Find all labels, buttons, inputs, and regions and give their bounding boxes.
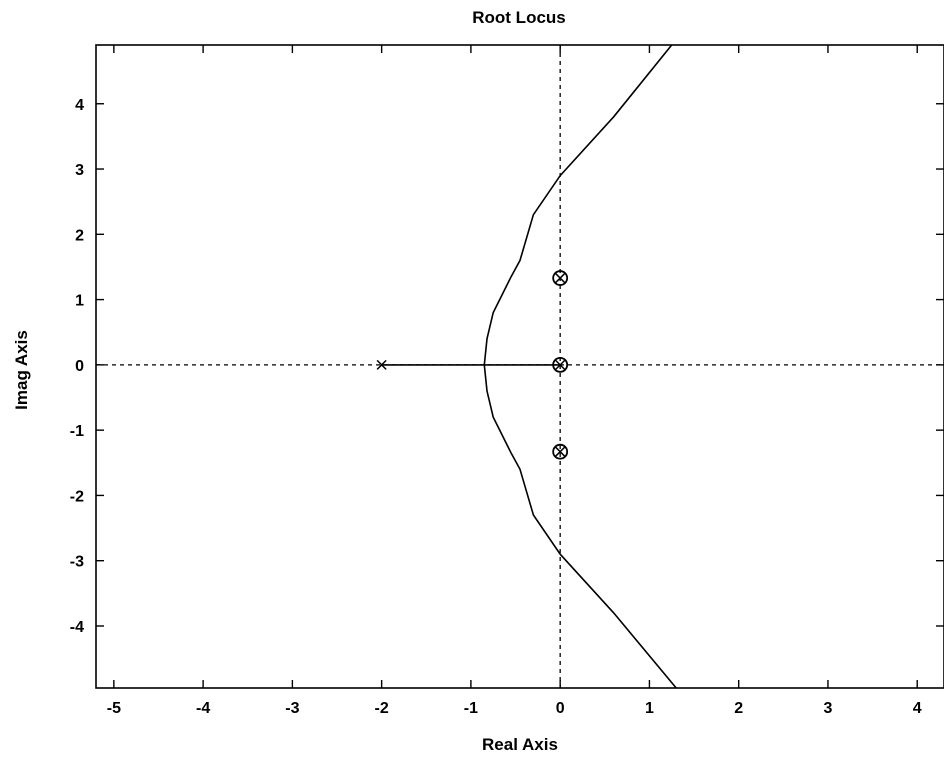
y-tick-label: -4 [70, 619, 84, 636]
zero-marker-0 [552, 356, 569, 373]
pole-marker-0 [376, 359, 387, 370]
x-tick-label: 2 [734, 700, 743, 717]
y-tick-label: 0 [75, 358, 84, 375]
x-tick-label: -5 [107, 700, 121, 717]
y-tick-label: -1 [70, 423, 84, 440]
x-tick-label: -1 [464, 700, 478, 717]
pole-marker-2 [555, 273, 566, 284]
x-tick-label: -4 [196, 700, 210, 717]
chart-title: Root Locus [472, 8, 566, 27]
y-tick-label: 2 [75, 227, 84, 244]
y-tick-label: 4 [75, 97, 84, 114]
pole-zero-markers [376, 270, 569, 460]
y-tick-label: -2 [70, 488, 84, 505]
axis-ticks: -5 -4 -3 -2 -1 0 1 2 3 4 -4 -3 -2 -1 0 1 2 3 4 [70, 45, 944, 717]
locus-branch-1 [483, 44, 673, 365]
locus-branch-2 [483, 364, 677, 689]
x-axis-label: Real Axis [482, 735, 558, 754]
locus-branches [381, 44, 677, 689]
x-tick-label: 4 [913, 700, 922, 717]
y-axis-label: Imag Axis [12, 330, 31, 410]
pole-marker-1 [555, 359, 566, 370]
zero-lines [96, 45, 944, 688]
x-tick-label: 1 [645, 700, 654, 717]
x-tick-label: 3 [824, 700, 833, 717]
zero-marker-2 [552, 443, 569, 460]
y-tick-label: -3 [70, 554, 84, 571]
plot-frame [95, 44, 944, 689]
x-tick-label: -2 [375, 700, 389, 717]
y-tick-label: 3 [75, 162, 84, 179]
y-tick-label: 1 [75, 293, 84, 310]
zero-marker-1 [552, 270, 569, 286]
x-tick-label: -3 [285, 700, 299, 717]
x-tick-label: 0 [556, 700, 565, 717]
pole-marker-3 [555, 446, 566, 457]
